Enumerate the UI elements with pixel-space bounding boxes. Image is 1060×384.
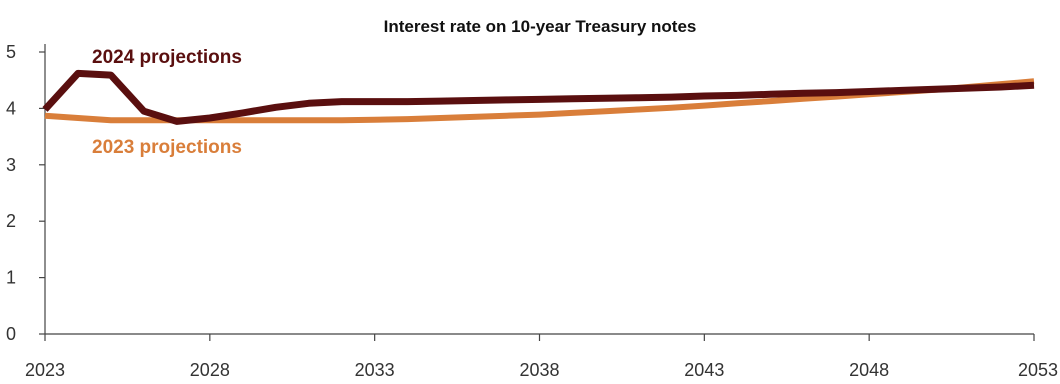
series-layer [42,69,1035,125]
y-tick-label: 4 [6,98,16,118]
x-tick-label: 2053 [1018,360,1058,380]
y-tick-label: 0 [6,324,16,344]
series-line-2024-projections [42,69,1035,125]
series-labels: 2023 projections 2024 projections [92,47,242,158]
x-tick-label: 2033 [355,360,395,380]
chart-title: Interest rate on 10-year Treasury notes [384,17,697,36]
x-tick-label: 2043 [684,360,724,380]
y-tick-label: 5 [6,42,16,62]
y-tick-label: 2 [6,211,16,231]
axes: 0 1 2 3 4 5 2023 2028 2033 2038 2043 2048 2053 [6,42,1058,380]
x-tick-label: 2038 [519,360,559,380]
series-label-2024: 2024 projections [92,47,242,68]
x-tick-label: 2028 [190,360,230,380]
series-label-2023: 2023 projections [92,137,242,158]
x-tick-label: 2048 [849,360,889,380]
x-tick-label: 2023 [25,360,65,380]
y-tick-label: 1 [6,268,16,288]
y-tick-label: 3 [6,155,16,175]
